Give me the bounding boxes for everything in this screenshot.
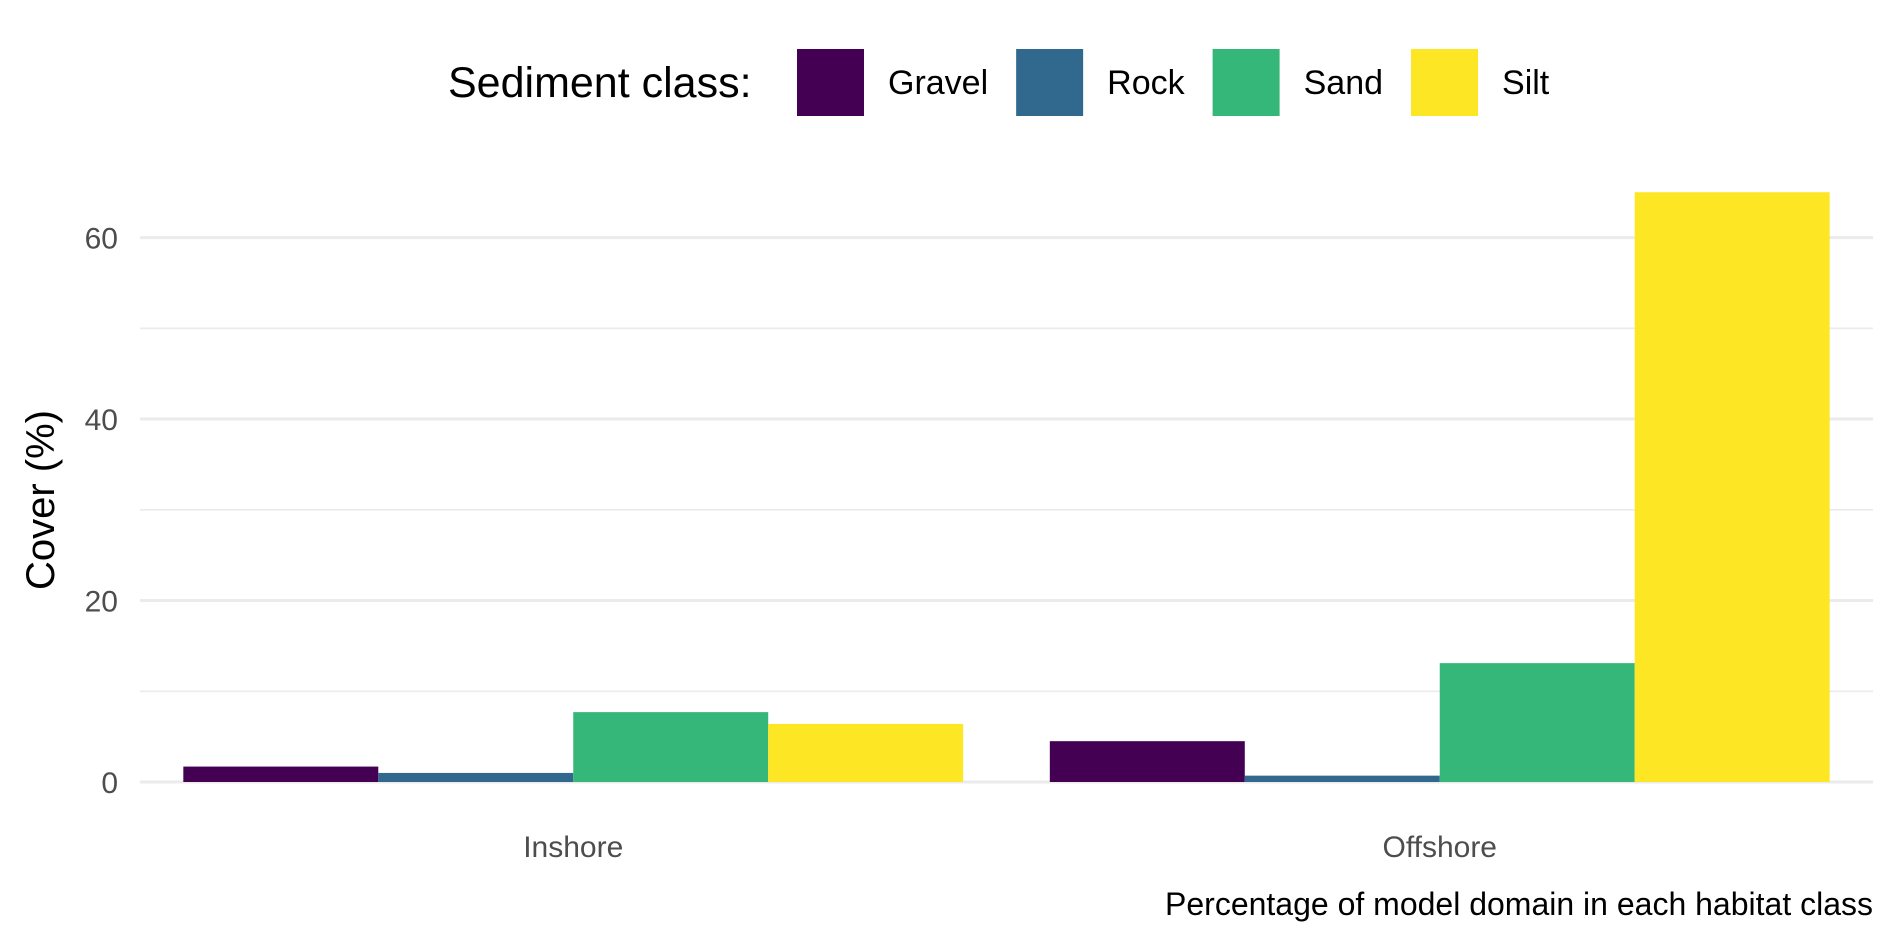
y-tick-label: 0 bbox=[101, 767, 118, 800]
y-axis-title: Cover (%) bbox=[19, 410, 63, 590]
legend-label-sand: Sand bbox=[1304, 64, 1383, 102]
chart-caption: Percentage of model domain in each habit… bbox=[1165, 886, 1873, 922]
bar-gravel-inshore bbox=[183, 766, 379, 782]
legend-key-gravel bbox=[797, 49, 864, 116]
y-tick-label: 60 bbox=[85, 223, 118, 256]
bar-sand-offshore bbox=[1439, 663, 1635, 782]
bar-sand-inshore bbox=[573, 712, 769, 782]
x-tick-label: Offshore bbox=[1382, 831, 1497, 864]
legend-key-rock bbox=[1016, 49, 1084, 116]
y-axis-ticks: 0 20 40 60 bbox=[85, 223, 118, 800]
bar-gravel-offshore bbox=[1049, 741, 1245, 782]
legend-title: Sediment class: bbox=[448, 59, 752, 107]
legend-label-silt: Silt bbox=[1502, 64, 1550, 102]
bar-silt-offshore bbox=[1634, 192, 1830, 782]
y-tick-label: 40 bbox=[85, 404, 118, 437]
grid bbox=[140, 236, 1873, 784]
legend-key-sand bbox=[1212, 49, 1280, 116]
legend-label-rock: Rock bbox=[1107, 64, 1185, 102]
legend-key-silt bbox=[1411, 49, 1479, 116]
bar-silt-inshore bbox=[768, 723, 964, 782]
x-axis-ticks: Inshore Offshore bbox=[523, 831, 1497, 864]
bar-rock-inshore bbox=[378, 772, 574, 782]
bar-rock-offshore bbox=[1244, 775, 1440, 782]
y-tick-label: 20 bbox=[85, 586, 118, 619]
legend: Sediment class: Gravel Rock Sand Silt bbox=[448, 49, 1550, 116]
x-tick-label: Inshore bbox=[523, 831, 623, 864]
bars bbox=[183, 192, 1830, 782]
legend-label-gravel: Gravel bbox=[888, 64, 988, 102]
